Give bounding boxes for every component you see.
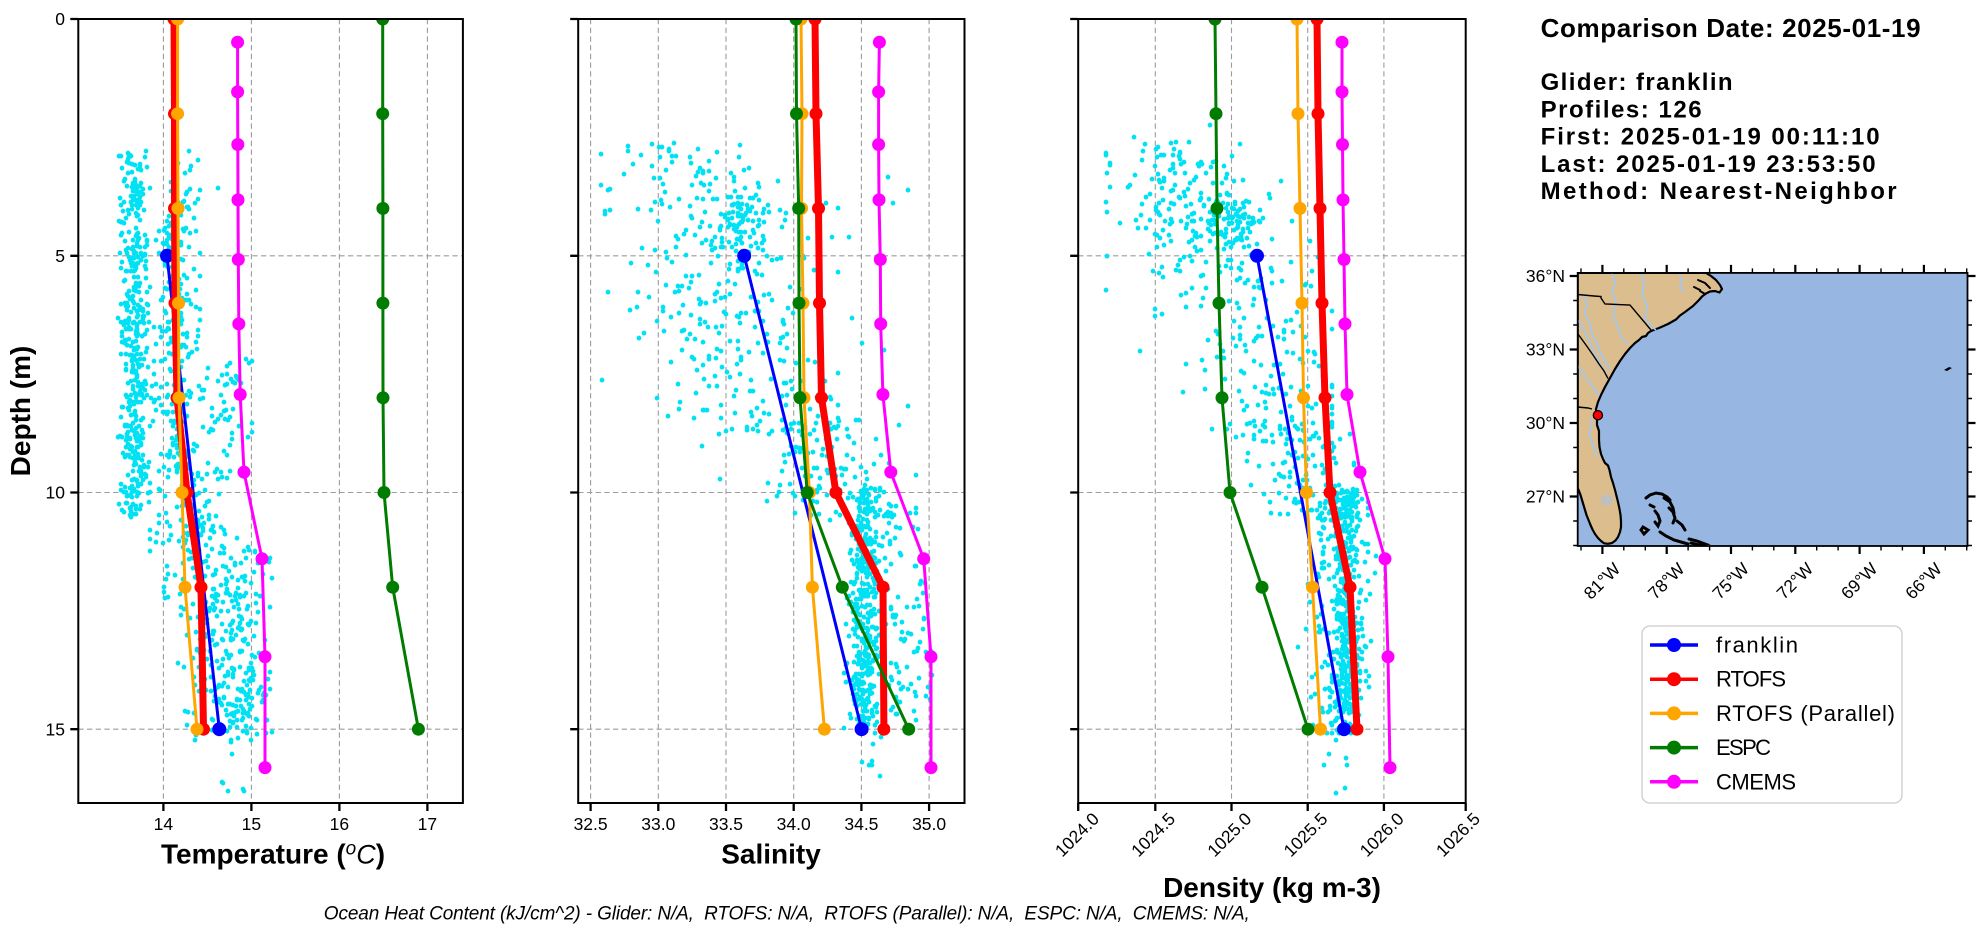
svg-text:First: 2025-01-19 00:11:10: First: 2025-01-19 00:11:10 — [1541, 124, 1880, 151]
svg-text:34.5: 34.5 — [844, 814, 878, 834]
svg-text:32.5: 32.5 — [574, 814, 608, 834]
svg-text:CMEMS: CMEMS — [1716, 769, 1796, 794]
svg-text:14: 14 — [154, 814, 174, 834]
svg-text:16: 16 — [330, 814, 349, 834]
svg-text:RTOFS (Parallel): RTOFS (Parallel) — [1716, 701, 1895, 726]
svg-text:Method: Nearest-Neighbor: Method: Nearest-Neighbor — [1541, 178, 1897, 205]
svg-text:35.0: 35.0 — [912, 814, 946, 834]
svg-text:Glider: franklin: Glider: franklin — [1541, 69, 1733, 96]
svg-text:27°N: 27°N — [1526, 487, 1565, 507]
svg-text:RTOFS: RTOFS — [1716, 667, 1786, 692]
svg-text:ESPC: ESPC — [1716, 735, 1771, 760]
svg-text:33°N: 33°N — [1526, 340, 1565, 360]
svg-text:17: 17 — [418, 814, 437, 834]
svg-text:36°N: 36°N — [1526, 266, 1565, 286]
svg-text:34.0: 34.0 — [777, 814, 811, 834]
svg-text:Profiles: 126: Profiles: 126 — [1541, 96, 1702, 123]
svg-text:Last: 2025-01-19 23:53:50: Last: 2025-01-19 23:53:50 — [1541, 151, 1876, 178]
svg-text:Ocean Heat Content (kJ/cm^2) -: Ocean Heat Content (kJ/cm^2) - Glider: N… — [324, 904, 1250, 925]
svg-text:0: 0 — [55, 9, 65, 29]
svg-text:franklin: franklin — [1716, 633, 1798, 658]
svg-text:15: 15 — [242, 814, 261, 834]
svg-text:Salinity: Salinity — [721, 838, 821, 869]
svg-text:Density (kg m-3): Density (kg m-3) — [1163, 872, 1381, 903]
svg-text:Depth (m): Depth (m) — [5, 346, 36, 477]
svg-text:30°N: 30°N — [1526, 413, 1565, 433]
svg-text:15: 15 — [46, 720, 65, 740]
svg-text:5: 5 — [55, 246, 65, 266]
svg-text:33.0: 33.0 — [641, 814, 675, 834]
svg-text:Comparison Date: 2025-01-19: Comparison Date: 2025-01-19 — [1541, 13, 1921, 43]
svg-text:33.5: 33.5 — [709, 814, 743, 834]
svg-text:10: 10 — [46, 483, 66, 503]
